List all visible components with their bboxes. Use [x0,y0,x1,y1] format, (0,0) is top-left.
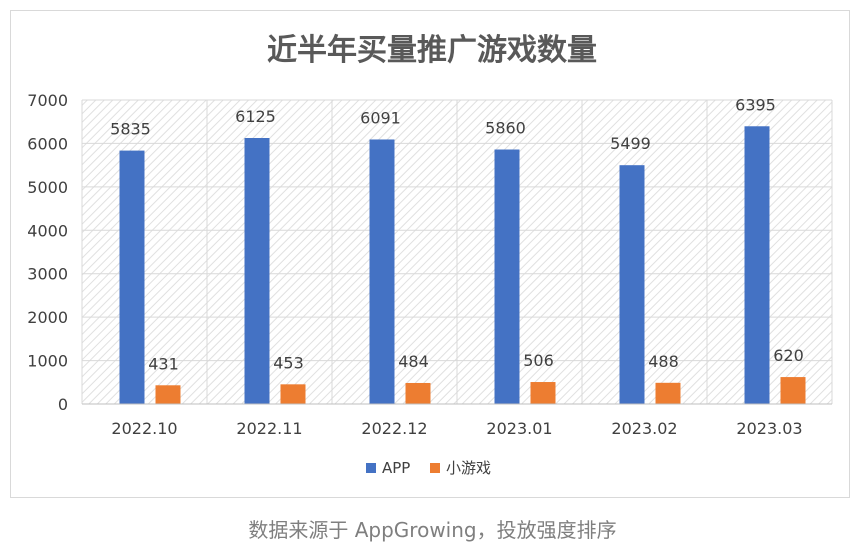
bar-minigame [405,382,431,404]
y-tick-label: 3000 [27,265,68,284]
legend-label: 小游戏 [446,459,491,477]
bar-minigame [655,382,681,404]
data-label: 6125 [235,107,276,126]
legend-label: APP [382,459,410,477]
x-tick-label: 2023.03 [736,419,802,438]
bar-app [244,138,270,404]
data-label: 5835 [110,120,151,139]
x-tick-label: 2022.11 [236,419,302,438]
bar-app [494,149,520,404]
legend-swatch-minigame [430,463,440,473]
data-label: 620 [773,346,804,365]
bar-minigame [155,385,181,404]
source-caption: 数据来源于 AppGrowing，投放强度排序 [248,518,617,542]
chart-title: 近半年买量推广游戏数量 [267,33,597,68]
legend-swatch-app [366,463,376,473]
y-tick-label: 4000 [27,221,68,240]
data-label: 6091 [360,108,401,127]
data-label: 6395 [735,95,776,114]
x-tick-label: 2023.01 [486,419,552,438]
y-tick-label: 1000 [27,352,68,371]
x-tick-label: 2022.12 [361,419,427,438]
data-label: 5499 [610,134,651,153]
bar-app [619,165,645,404]
bar-minigame [780,377,806,404]
x-tick-label: 2022.10 [111,419,177,438]
x-tick-label: 2023.02 [611,419,677,438]
y-tick-label: 6000 [27,134,68,153]
data-label: 453 [273,353,304,372]
chart: 近半年买量推广游戏数量 5835 431 6125 453 6091 484 5860 506… [27,33,833,477]
bar-app [744,126,770,404]
y-tick-label: 7000 [27,91,68,110]
data-label: 484 [398,352,429,371]
y-tick-label: 2000 [27,308,68,327]
y-tick-label: 0 [58,395,68,414]
bar-app [369,139,395,405]
data-label: 506 [523,351,554,370]
y-tick-label: 5000 [27,178,68,197]
data-label: 5860 [485,119,526,138]
bar-minigame [530,382,556,404]
bar-minigame [280,384,306,404]
bar-app [119,150,145,404]
data-label: 431 [148,354,179,373]
data-label: 488 [648,352,679,371]
